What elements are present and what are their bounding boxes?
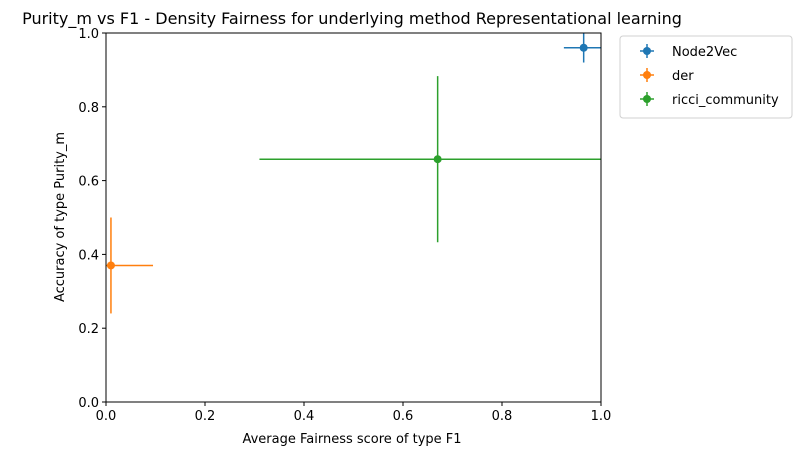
plot-frame (105, 32, 602, 403)
legend-item: der (640, 68, 694, 84)
series-der (106, 217, 154, 314)
y-tick-label: 0.6 (78, 175, 99, 190)
legend-label: der (672, 69, 694, 84)
y-tick-label: 0.2 (78, 322, 99, 337)
x-tick-label: 0.4 (294, 409, 315, 424)
y-tick-label: 1.0 (78, 27, 99, 42)
series-ricci_community (259, 76, 601, 243)
x-tick-label: 0.0 (96, 409, 117, 424)
y-axis-ticks: 0.0 0.2 0.4 0.6 0.8 1.0 (78, 27, 106, 411)
plot-area (105, 32, 602, 403)
y-axis-label: Accuracy of type Purity_m (53, 132, 68, 302)
legend-marker (643, 47, 651, 55)
legend-label: Node2Vec (672, 45, 737, 60)
data-point (106, 261, 115, 270)
legend: Node2Vec der ricci_community (619, 35, 793, 119)
y-tick-label: 0.0 (78, 396, 99, 411)
y-tick-label: 0.8 (78, 101, 99, 116)
legend-frame (619, 35, 793, 119)
legend-marker (643, 95, 651, 103)
legend-item: Node2Vec (640, 44, 737, 60)
x-tick-label: 1.0 (591, 409, 612, 424)
series-Node2Vec (563, 33, 601, 63)
legend-label: ricci_community (672, 93, 779, 108)
data-marks (106, 33, 601, 314)
data-point (433, 155, 442, 164)
x-tick-label: 0.2 (195, 409, 216, 424)
data-point (579, 43, 588, 52)
x-axis-label: Average Fairness score of type F1 (242, 432, 461, 447)
y-tick-label: 0.4 (78, 248, 99, 263)
x-tick-label: 0.6 (393, 409, 414, 424)
legend-item: ricci_community (640, 92, 779, 108)
x-tick-label: 0.8 (492, 409, 513, 424)
legend-marker (643, 71, 651, 79)
chart-title: Purity_m vs F1 - Density Fairness for un… (22, 9, 682, 29)
x-axis-ticks: 0.0 0.2 0.4 0.6 0.8 1.0 (96, 402, 612, 424)
